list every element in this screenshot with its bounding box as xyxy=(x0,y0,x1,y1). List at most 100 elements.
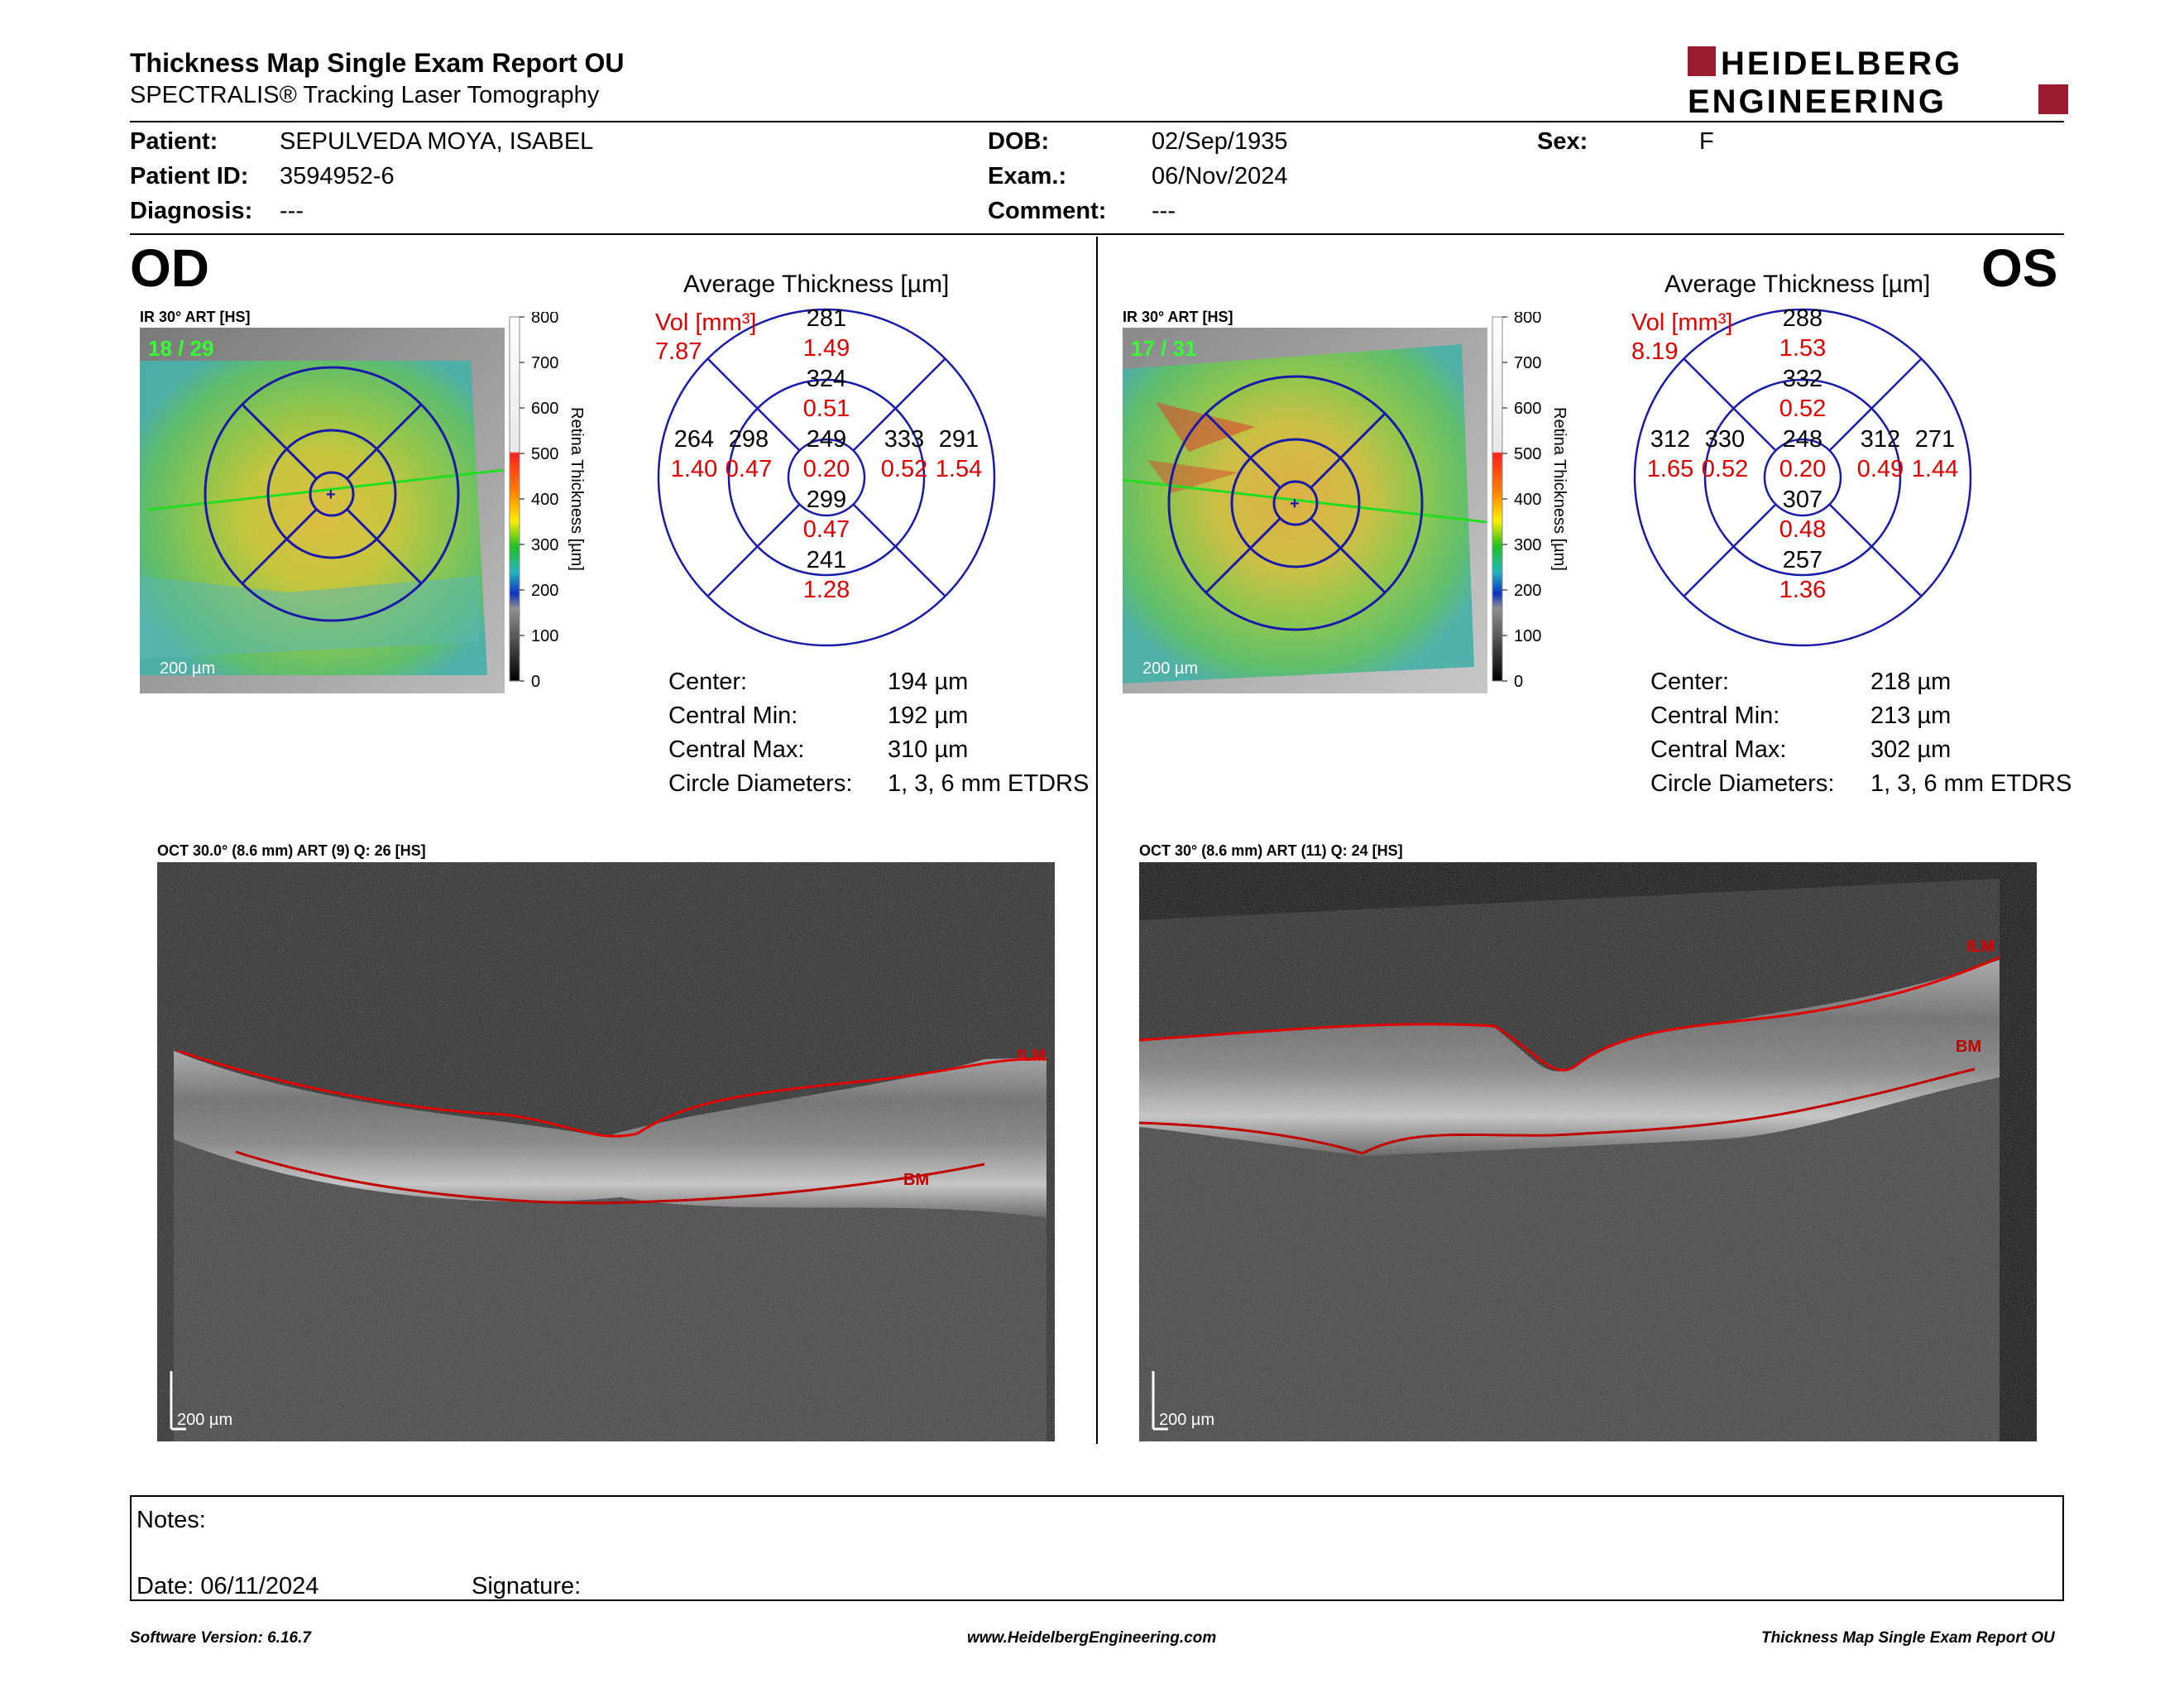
eye-separator xyxy=(1096,237,1098,1444)
os-colorbar-title: Retina Thickness [µm] xyxy=(1550,407,1569,571)
colorbar-tick-label: 700 xyxy=(1514,354,1541,372)
svg-text:+: + xyxy=(1290,495,1300,513)
od-oct-label: OCT 30.0° (8.6 mm) ART (9) Q: 26 [HS] xyxy=(157,842,426,859)
colorbar-tick-label: 400 xyxy=(531,491,558,509)
etdrs-thickness-inner-inf: 307 xyxy=(1783,487,1822,513)
patient-id: 3594952-6 xyxy=(280,163,395,189)
dob-label: DOB: xyxy=(988,128,1050,155)
logo-graphic: HEIDELBERG ENGINEERING xyxy=(1688,46,2068,120)
etdrs-thickness-center: 249 xyxy=(807,426,846,453)
od-stat-label: Central Max: xyxy=(668,736,805,763)
os-oct-scan: ILM BM 200 µm xyxy=(1139,862,2037,1441)
od-stat-label: Center: xyxy=(668,669,748,695)
os-oct-graphic: ILM BM 200 µm xyxy=(1139,862,2037,1441)
od-etdrs-grid: Vol [mm³] 7.87 281 1.49 324 0.51 249 0.20 299 0… xyxy=(645,305,1009,654)
od-etdrs-graphic: Vol [mm³] 7.87 281 1.49 324 0.51 249 0.20 299 0… xyxy=(655,305,996,647)
os-stat-value: 213 µm xyxy=(1870,703,1952,729)
notes-box: Notes: Date: 06/11/2024 Signature: xyxy=(130,1495,2064,1601)
etdrs-thickness-outer-inf: 257 xyxy=(1783,547,1822,573)
etdrs-volume-outer-inf: 1.28 xyxy=(803,577,850,603)
os-colorbar-graphic: 800 700 600 500 400 300 200 100 0 Retina Thickne… xyxy=(1492,309,1569,691)
etdrs-volume-outer-left: 1.65 xyxy=(1647,456,1693,482)
os-eye-label: OS xyxy=(1981,238,2058,298)
colorbar-tick-label: 200 xyxy=(531,582,558,600)
os-etdrs-graphic: Vol [mm³] 8.19 288 1.53 332 0.52 248 0.20 307 0… xyxy=(1631,305,1972,647)
od-colorbar-title: Retina Thickness [µm] xyxy=(568,407,586,571)
colorbar-tick-label: 400 xyxy=(1514,491,1541,509)
etdrs-volume-outer-right: 1.44 xyxy=(1912,456,1958,482)
etdrs-volume-inner-inf: 0.47 xyxy=(803,516,850,543)
diagnosis-value: --- xyxy=(280,198,304,224)
etdrs-volume-inner-left: 0.47 xyxy=(726,456,772,482)
exam-value: 06/Nov/2024 xyxy=(1152,163,1288,189)
os-avg-title: Average Thickness [µm] xyxy=(1664,271,1931,298)
colorbar-tick-label: 100 xyxy=(531,627,558,645)
od-stats: Center: 194 µm Central Min: 192 µm Centr… xyxy=(668,669,1099,809)
od-thickness-map: 18 / 29 + 200 µm xyxy=(140,328,505,693)
od-stat-value: 194 µm xyxy=(888,669,969,695)
etdrs-thickness-inner-sup: 324 xyxy=(807,366,846,392)
od-vol-label: Vol [mm³] xyxy=(655,309,756,336)
od-stat-value: 1, 3, 6 mm ETDRS xyxy=(888,770,1090,797)
etdrs-thickness-inner-inf: 299 xyxy=(807,487,846,513)
etdrs-volume-outer-left: 1.40 xyxy=(671,456,717,482)
od-eye-label: OD xyxy=(130,238,209,298)
os-colorbar: 800 700 600 500 400 300 200 100 0 Retina Thickne… xyxy=(1489,309,1597,693)
etdrs-thickness-outer-left: 264 xyxy=(674,426,714,453)
colorbar-tick-label: 300 xyxy=(1514,536,1541,554)
svg-text:+: + xyxy=(326,486,336,504)
od-colorbar-graphic: 800 700 600 500 400 300 200 100 0 Retina Thickne… xyxy=(509,309,586,691)
etdrs-volume-outer-right: 1.54 xyxy=(936,456,982,482)
os-stats: Center: 218 µm Central Min: 213 µm Centr… xyxy=(1650,669,2097,809)
etdrs-volume-inner-sup: 0.52 xyxy=(1779,396,1826,422)
footer-report-name: Thickness Map Single Exam Report OU xyxy=(1761,1629,2055,1647)
etdrs-volume-inner-left: 0.52 xyxy=(1702,456,1748,482)
od-frames: 18 / 29 xyxy=(148,336,214,361)
etdrs-volume-inner-right: 0.49 xyxy=(1857,456,1904,482)
etdrs-volume-inner-right: 0.52 xyxy=(881,456,927,482)
etdrs-thickness-center: 248 xyxy=(1783,426,1822,453)
header-divider xyxy=(130,121,2064,122)
colorbar-tick-label: 200 xyxy=(1514,582,1541,600)
od-bm-label: BM xyxy=(903,1171,929,1189)
etdrs-volume-outer-inf: 1.36 xyxy=(1779,577,1826,603)
colorbar-tick-label: 500 xyxy=(1514,445,1541,463)
colorbar-tick-label: 700 xyxy=(531,354,558,372)
od-map-scale: 200 µm xyxy=(160,659,215,678)
od-stat-label: Circle Diameters: xyxy=(668,770,853,797)
od-oct-scale: 200 µm xyxy=(177,1411,232,1429)
colorbar-tick-label: 300 xyxy=(531,536,558,554)
patient-id-label: Patient ID: xyxy=(130,163,249,189)
od-ilm-label: ILM xyxy=(1018,1047,1046,1065)
os-ilm-label: ILM xyxy=(1966,938,1995,956)
sex-label: Sex: xyxy=(1537,128,1588,155)
colorbar-tick-label: 0 xyxy=(531,673,540,691)
os-ir-label: IR 30° ART [HS] xyxy=(1123,309,1233,325)
os-stat-label: Central Min: xyxy=(1650,703,1780,729)
od-oct-graphic: ILM BM 200 µm xyxy=(157,862,1055,1441)
patient-name: SEPULVEDA MOYA, ISABEL xyxy=(280,128,594,155)
signature-label: Signature: xyxy=(472,1573,582,1599)
etdrs-thickness-outer-sup: 288 xyxy=(1783,306,1822,332)
od-avg-title: Average Thickness [µm] xyxy=(683,271,950,298)
os-oct-label: OCT 30° (8.6 mm) ART (11) Q: 24 [HS] xyxy=(1139,842,1403,859)
os-etdrs-grid: Vol [mm³] 8.19 288 1.53 332 0.52 248 0.20 307 0… xyxy=(1628,305,1992,654)
od-stat-value: 192 µm xyxy=(888,703,969,729)
etdrs-thickness-outer-right: 291 xyxy=(939,426,979,453)
notes-label: Notes: xyxy=(136,1507,206,1533)
colorbar-tick-label: 100 xyxy=(1514,627,1541,645)
os-stat-value: 302 µm xyxy=(1870,736,1952,763)
footer-website[interactable]: www.HeidelbergEngineering.com xyxy=(967,1629,1217,1647)
logo-line2: ENGINEERING xyxy=(1688,84,1947,116)
colorbar-tick-label: 600 xyxy=(531,400,558,418)
od-ir-label: IR 30° ART [HS] xyxy=(140,309,251,325)
etdrs-thickness-outer-sup: 281 xyxy=(807,306,846,332)
exam-label: Exam.: xyxy=(988,163,1067,189)
colorbar-tick-label: 800 xyxy=(531,312,558,327)
report-subtitle: SPECTRALIS® Tracking Laser Tomography xyxy=(130,82,600,108)
comment-value: --- xyxy=(1152,198,1176,224)
dob-value: 02/Sep/1935 xyxy=(1152,128,1288,155)
od-oct-scan: ILM BM 200 µm xyxy=(157,862,1055,1441)
patient-label: Patient: xyxy=(130,128,218,155)
etdrs-thickness-inner-right: 312 xyxy=(1861,426,1900,453)
